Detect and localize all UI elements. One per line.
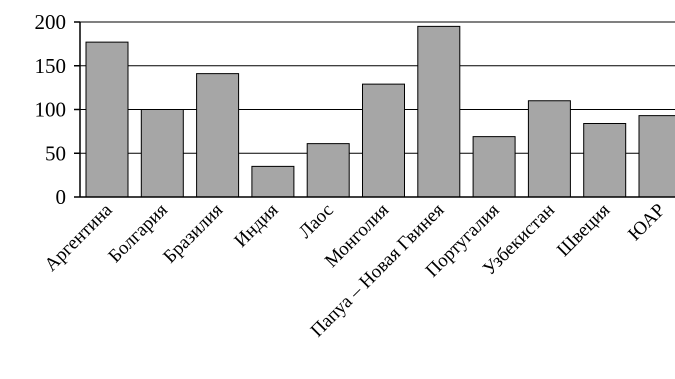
bar-1 bbox=[85, 41, 129, 198]
y-tick-label-200: 200 bbox=[35, 10, 67, 34]
bar-10 bbox=[583, 123, 627, 198]
bar-8 bbox=[472, 136, 516, 198]
category-label-5: Лаос bbox=[295, 200, 338, 243]
category-label-2: Болгария bbox=[104, 200, 172, 268]
bar-11 bbox=[638, 115, 675, 198]
y-tick-labels: 0 50 100 150 200 bbox=[35, 10, 67, 209]
bar-6 bbox=[362, 83, 405, 198]
y-tick-label-100: 100 bbox=[35, 98, 67, 122]
bar-9 bbox=[527, 100, 571, 198]
y-tick-label-50: 50 bbox=[45, 141, 66, 165]
y-tick-label-0: 0 bbox=[56, 185, 67, 209]
bar-7 bbox=[417, 25, 461, 198]
bar-5 bbox=[306, 143, 350, 198]
bar-2 bbox=[140, 109, 184, 198]
bars bbox=[85, 25, 675, 198]
bar-3 bbox=[196, 73, 240, 198]
category-label-3: Бразилия bbox=[159, 200, 227, 268]
axes bbox=[74, 21, 675, 198]
bar-4 bbox=[251, 165, 295, 198]
category-label-10: Швеция bbox=[553, 200, 614, 261]
category-label-11: ЮАР bbox=[624, 200, 669, 245]
category-label-1: Аргентина bbox=[41, 199, 117, 275]
category-label-4: Индия bbox=[230, 200, 282, 252]
y-tick-label-150: 150 bbox=[35, 54, 67, 78]
